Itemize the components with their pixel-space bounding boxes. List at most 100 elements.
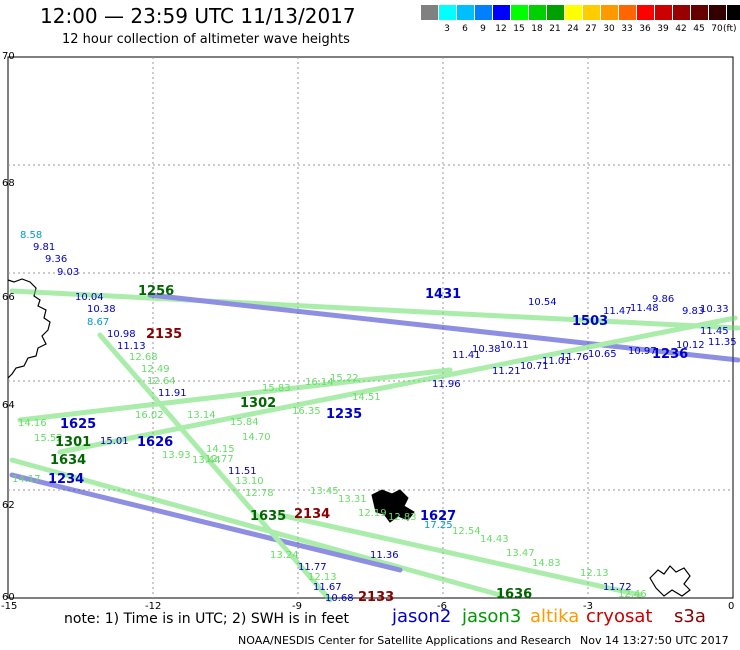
swh-value: 14.15 [206,444,235,455]
swh-value: 11.76 [560,352,589,363]
track-jason3-descending [97,332,333,603]
track-time-label: 1625 [60,417,96,432]
scale-swatch [565,5,583,20]
scale-label: 3 [444,24,450,34]
swh-value: 12.77 [205,454,234,465]
scale-swatch [727,5,740,20]
track-time-label: 1626 [137,435,173,450]
scale-swatch [547,5,565,20]
swh-value: 13.93 [162,450,191,461]
swh-value: 13.10 [235,476,264,487]
scale-swatch [475,5,493,20]
lat-tick-label: 64 [2,400,15,411]
swh-value: 12.68 [129,352,158,363]
scale-label: 30 [603,24,615,34]
swh-value: 10.38 [87,304,116,315]
swh-value: 13.47 [506,548,535,559]
scale-swatch [457,5,475,20]
scale-swatch [439,5,457,20]
swh-value: 14.70 [242,432,271,443]
lat-tick-label: 60 [2,592,15,603]
units-note: note: 1) Time is in UTC; 2) SWH is in fe… [64,611,350,627]
scale-label: 21 [549,24,561,34]
swh-value: 14.43 [480,534,509,545]
legend-cryosat: cryosat [586,606,653,627]
track-time-label: 1256 [138,284,174,299]
swh-value: 12.64 [147,376,176,387]
swh-value: 15.84 [230,417,259,428]
scale-label: 33 [621,24,633,34]
track-time-label: 1236 [652,347,688,362]
scale-label: 42 [675,24,687,34]
legend-jason2: jason2 [392,606,452,627]
lat-tick-label: 68 [2,178,15,189]
track-jason3-west [17,367,453,423]
track-jason2-north [147,292,740,363]
swh-value: 10.33 [700,304,729,315]
lon-tick-label: -6 [437,601,447,612]
swh-value: 10.04 [75,292,104,303]
swh-value: 15.01 [100,436,129,447]
swh-value: 11.72 [603,582,632,593]
swh-value: 11.67 [313,582,342,593]
swh-value: 11.51 [228,466,257,477]
legend-s3a: s3a [674,606,706,627]
track-time-label: 2134 [294,507,330,522]
track-jason3-mid [57,315,738,455]
swh-value: 9.81 [33,242,55,253]
legend-altika: altika [530,606,580,627]
lon-tick-label: -12 [145,601,162,612]
swh-value: 8.58 [20,230,42,241]
swh-value: 9.83 [682,306,704,317]
legend-jason3: jason3 [462,606,522,627]
swh-value-labels: 8.589.819.369.0310.0410.388.6710.9811.13… [12,230,737,604]
page-subtitle: 12 hour collection of altimeter wave hei… [62,32,350,47]
scale-swatch [637,5,655,20]
swh-value: 13.45 [310,486,339,497]
scale-swatch [529,5,547,20]
lon-tick-label: -15 [1,601,18,612]
faroe-islands [371,489,415,523]
track-time-label: 1627 [420,509,456,524]
scale-unit: (ft) [723,24,737,34]
track-jason3-north [9,288,740,331]
swh-value: 11.35 [708,337,737,348]
swh-value: 10.11 [500,340,529,351]
swh-value: 13.14 [187,410,216,421]
track-time-label: 1431 [425,287,461,302]
swh-value: 14.83 [532,558,561,569]
scale-label: 6 [462,24,468,34]
scale-swatch [655,5,673,20]
swh-value: 13.31 [338,494,367,505]
scale-swatch [673,5,691,20]
swh-value: 12.46 [618,589,647,600]
swh-value: 11.77 [298,562,327,573]
swh-value: 11.45 [700,326,729,337]
scale-swatch [619,5,637,20]
swh-value: 10.38 [472,344,501,355]
track-time-label: 1235 [326,407,362,422]
scale-label: 9 [480,24,486,34]
swh-value: 11.41 [452,350,481,361]
swh-value: 10.98 [107,329,136,340]
lat-tick-label: 62 [2,500,15,511]
scale-label: 27 [585,24,597,34]
swh-value: 16.35 [292,406,321,417]
scale-label: 15 [513,24,525,34]
track-time-label: 1234 [48,472,84,487]
swh-value: 15.22 [330,373,359,384]
swh-value: 10.97 [628,346,657,357]
scale-swatch [601,5,619,20]
swh-value: 9.03 [57,267,79,278]
lon-tick-label: -3 [583,601,593,612]
track-time-label: 2133 [358,590,394,605]
swh-value: 11.01 [542,356,571,367]
swh-value: 13.24 [270,550,299,561]
swh-value: 10.54 [528,297,557,308]
swh-value: 9.86 [652,294,674,305]
swh-value: 9.36 [45,254,67,265]
scale-swatch [511,5,529,20]
track-time-label: 2135 [146,327,182,342]
track-time-label: 1302 [240,396,276,411]
